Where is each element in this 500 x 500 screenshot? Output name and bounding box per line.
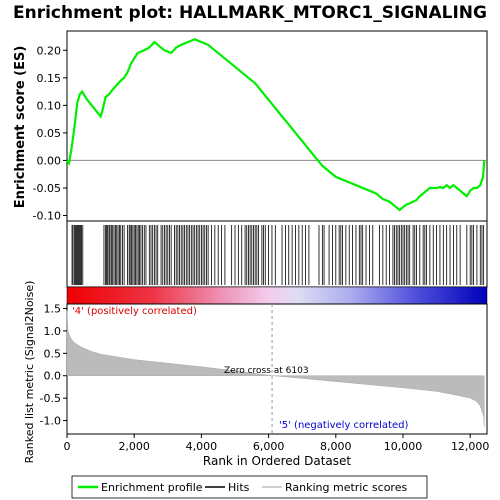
positive-correlation-label: '4' (positively correlated) (72, 306, 197, 317)
x-tick-label: 10,000 (384, 440, 423, 453)
zero-cross-label: Zero cross at 6103 (224, 366, 309, 376)
es-y-tick-label: 0.20 (37, 44, 62, 57)
ranked-list-panel: -1.0 -0.5 0.0 0.5 1.0 1.5 '4' (positively cor… (23, 281, 488, 464)
negative-correlation-label: '5' (negatively correlated) (279, 420, 408, 431)
x-tick-label: 4,000 (186, 440, 218, 453)
legend-frame (71, 475, 428, 499)
rank-y-tick-label: -1.0 (40, 415, 61, 428)
rank-y-tick-label: 1.5 (44, 302, 62, 315)
rank-y-axis-label: Ranked list metric (Signal2Noise) (23, 281, 36, 464)
rank-y-tick-label: 0.0 (44, 370, 62, 383)
hits-heat-bar (66, 286, 488, 305)
es-y-axis-label: Enrichment score (ES) (13, 46, 28, 209)
enrichment-profile-line (66, 38, 486, 212)
ranking-metric-area (66, 310, 485, 428)
es-y-tick-label: 0.10 (37, 99, 62, 112)
x-axis-label: Rank in Ordered Dataset (203, 454, 351, 468)
legend-enrichment-label: Enrichment profile (101, 481, 203, 494)
es-y-tick-label: -0.05 (33, 182, 61, 195)
es-panel-frame (66, 30, 488, 222)
rank-heat-bar (66, 286, 488, 305)
rank-y-tick-label: 1.0 (44, 325, 62, 338)
x-tick-label: 2,000 (118, 440, 150, 453)
x-tick-label: 12,000 (451, 440, 490, 453)
es-y-tick-label: 0.05 (37, 127, 62, 140)
rank-y-tick-label: -0.5 (40, 392, 61, 405)
es-y-tick-label: 0.00 (37, 154, 62, 167)
es-panel: -0.10 -0.05 0.00 0.05 0.10 0.15 0.20 Enrichmen… (13, 30, 488, 222)
x-tick-label: 8,000 (320, 440, 352, 453)
x-tick-label: 6,000 (253, 440, 285, 453)
hits-panel (66, 220, 488, 288)
es-y-tick-label: -0.10 (33, 209, 61, 222)
legend-hits-label: Hits (228, 481, 250, 494)
chart-title: Enrichment plot: HALLMARK_MTORC1_SIGNALI… (13, 3, 487, 23)
legend: Enrichment profile Hits Ranking metric s… (71, 475, 428, 499)
es-y-tick-label: 0.15 (37, 72, 62, 85)
rank-y-tick-label: 0.5 (44, 347, 62, 360)
x-tick-label: 0 (64, 440, 71, 453)
legend-metric-label: Ranking metric scores (285, 481, 407, 494)
x-axis: 0 2,000 4,000 6,000 8,000 10,000 12,000 (64, 434, 490, 453)
